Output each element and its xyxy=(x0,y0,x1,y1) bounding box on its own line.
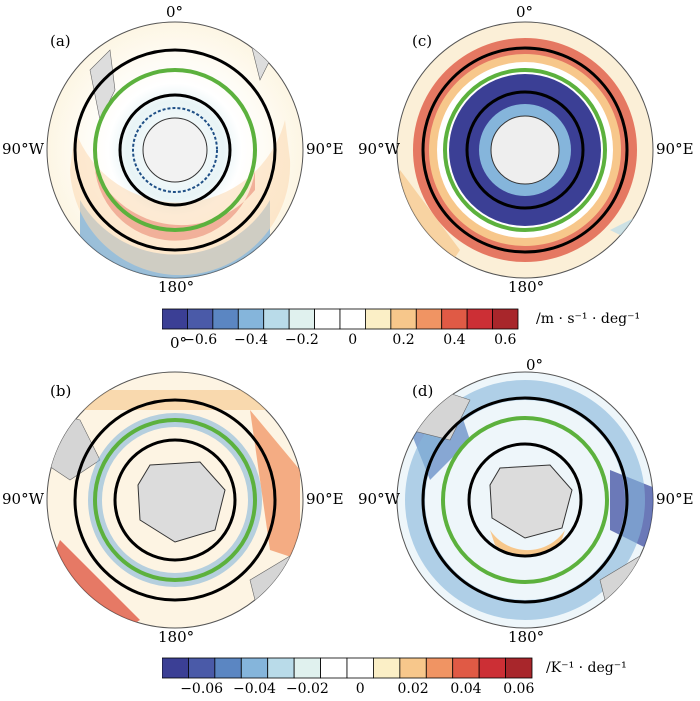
colorbar-swatch xyxy=(267,657,295,679)
colorbar-swatch xyxy=(415,308,443,330)
colorbar-swatch xyxy=(441,308,468,330)
map-panel-c: (c) 0° 90°W 90°E 180° xyxy=(350,0,700,300)
panel-label: (b) xyxy=(50,382,72,400)
colorbar-tick-label: −0.06 xyxy=(180,681,224,697)
lon-top: 0° xyxy=(516,3,534,21)
colorbar-swatch xyxy=(452,657,480,679)
polar-map-d xyxy=(396,371,654,629)
lon-right: 90°E xyxy=(306,140,344,158)
colorbar-swatch xyxy=(162,657,189,679)
colorbar-swatch xyxy=(263,308,290,330)
colorbar-swatch xyxy=(320,657,348,679)
colorbar-tick-label: −0.2 xyxy=(284,332,319,348)
lon-top: 0° xyxy=(170,334,188,352)
colorbar-swatch xyxy=(399,657,427,679)
colorbar-swatch xyxy=(425,657,454,679)
colorbar-swatch xyxy=(214,657,242,679)
lon-bottom: 180° xyxy=(158,628,195,646)
lon-bottom: 180° xyxy=(158,278,195,296)
colorbar-swatch xyxy=(339,308,366,330)
colorbar-bottom-swatches xyxy=(162,657,533,679)
lon-left: 90°W xyxy=(358,140,401,158)
colorbar-tick-label: 0 xyxy=(348,332,358,348)
colorbar-tick-label: −0.04 xyxy=(233,681,276,697)
lon-top: 0° xyxy=(526,356,544,374)
polar-map-c xyxy=(396,21,654,279)
map-panel-a: (a) 0° 90°W 90°E 180° xyxy=(0,0,350,300)
colorbar-swatch xyxy=(288,308,315,330)
colorbar-tick-label: 0 xyxy=(355,681,365,697)
colorbar-swatch xyxy=(478,657,506,679)
colorbar-swatch xyxy=(373,657,401,679)
lon-top: 0° xyxy=(166,3,184,21)
colorbar-swatch xyxy=(162,308,188,330)
colorbar-tick-label: 0.04 xyxy=(450,681,482,697)
lon-left: 90°W xyxy=(358,490,401,508)
map-panel-d: (d) 0° 90°W 90°E 180° xyxy=(350,350,700,650)
colorbar-tick-label: −0.4 xyxy=(234,332,268,348)
colorbar-swatch xyxy=(314,308,341,330)
colorbar-swatch xyxy=(237,308,265,330)
lon-right: 90°E xyxy=(656,140,694,158)
colorbar-tick-label: 0.2 xyxy=(392,332,415,348)
polar-map-a xyxy=(46,21,304,279)
lon-bottom: 180° xyxy=(508,628,545,646)
panel-label: (d) xyxy=(412,382,434,400)
colorbar-top: /m · s⁻¹ · deg⁻¹ −0.6 −0.4 −0.2 0 0.2 0.4 0.6 xyxy=(162,308,700,352)
colorbar-tick-label: 0.6 xyxy=(494,332,517,348)
lon-left: 90°W xyxy=(2,490,45,508)
lon-bottom: 180° xyxy=(508,278,545,296)
lon-right: 90°E xyxy=(306,490,344,508)
colorbar-swatch xyxy=(466,308,493,330)
colorbar-tick-label: 0.06 xyxy=(503,681,535,697)
colorbar-swatch xyxy=(212,308,239,330)
panel-label: (a) xyxy=(50,32,71,50)
colorbar-swatch xyxy=(365,308,392,330)
colorbar-swatch xyxy=(293,657,321,679)
colorbar-tick-label: −0.02 xyxy=(285,681,329,697)
colorbar-top-swatches xyxy=(162,308,519,330)
colorbar-swatch xyxy=(492,308,519,330)
panel-label: (c) xyxy=(412,32,433,50)
colorbar-swatch xyxy=(505,657,533,679)
colorbar-swatch xyxy=(187,308,214,330)
colorbar-swatch xyxy=(240,657,269,679)
colorbar-top-unit: /m · s⁻¹ · deg⁻¹ xyxy=(536,311,641,327)
colorbar-tick-label: −0.6 xyxy=(183,332,218,348)
colorbar-tick-label: 0.4 xyxy=(443,332,466,348)
polar-map-b xyxy=(46,371,304,629)
colorbar-swatch xyxy=(188,657,216,679)
lon-right: 90°E xyxy=(656,490,694,508)
map-panel-b: (b) 0° 90°W 90°E 180° xyxy=(0,334,350,650)
colorbar-swatch xyxy=(346,657,374,679)
lon-left: 90°W xyxy=(2,140,45,158)
colorbar-bottom: /K⁻¹ · deg⁻¹ −0.06 −0.04 −0.02 0 0.02 0.04 0.0… xyxy=(162,657,700,701)
colorbar-swatch xyxy=(390,308,417,330)
colorbar-bottom-unit: /K⁻¹ · deg⁻¹ xyxy=(546,660,627,676)
colorbar-tick-label: 0.02 xyxy=(397,681,429,697)
